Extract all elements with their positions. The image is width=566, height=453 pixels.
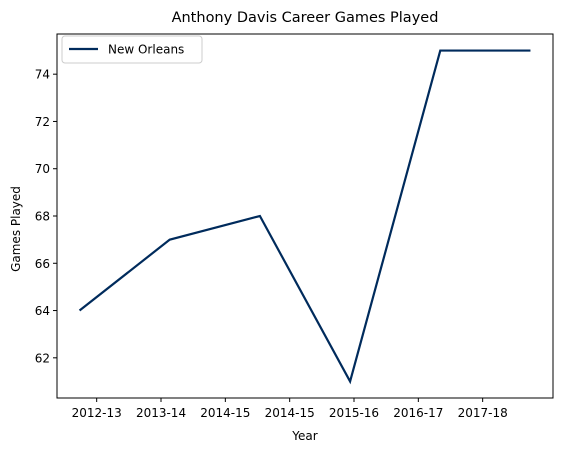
x-tick-label: 2017-18 [458, 406, 508, 420]
x-tick-label: 2014-15 [200, 406, 250, 420]
x-axis-label: Year [291, 429, 317, 443]
y-tick-label: 66 [35, 257, 50, 271]
x-tick-label: 2012-13 [72, 406, 122, 420]
x-tick-label: 2014-15 [265, 406, 315, 420]
plot-lines [78, 49, 531, 385]
y-axis-ticks: 62 64 66 68 70 72 74 [35, 68, 57, 365]
y-tick-label: 68 [35, 210, 50, 224]
y-tick-label: 72 [35, 115, 50, 129]
legend-label-new-orleans: New Orleans [108, 43, 184, 57]
y-tick-label: 64 [35, 304, 50, 318]
legend: New Orleans [61, 35, 203, 64]
legend-box [61, 35, 203, 64]
y-tick-label: 74 [35, 68, 50, 82]
x-axis-ticks: 2012-13 2013-14 2014-15 2014-15 2015-16 2016-… [72, 398, 508, 420]
y-tick-label: 70 [35, 162, 50, 176]
x-tick-label: 2016-17 [393, 406, 443, 420]
x-tick-label: 2015-16 [329, 406, 379, 420]
y-tick-label: 62 [35, 351, 50, 365]
x-tick-label: 2013-14 [136, 406, 186, 420]
series-line-new-orleans [78, 49, 531, 385]
chart-title: Anthony Davis Career Games Played [172, 10, 439, 26]
y-axis-label: Games Played [9, 186, 23, 272]
plot-frame [56, 33, 554, 399]
